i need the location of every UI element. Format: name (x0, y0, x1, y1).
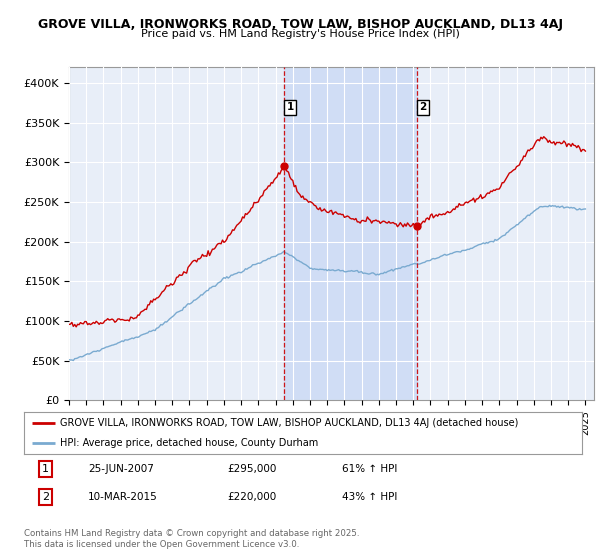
Text: Contains HM Land Registry data © Crown copyright and database right 2025.
This d: Contains HM Land Registry data © Crown c… (24, 529, 359, 549)
Text: 25-JUN-2007: 25-JUN-2007 (88, 464, 154, 474)
Text: £295,000: £295,000 (227, 464, 277, 474)
Text: 1: 1 (287, 102, 294, 112)
Text: 61% ↑ HPI: 61% ↑ HPI (342, 464, 397, 474)
Text: 1: 1 (42, 464, 49, 474)
Text: 2: 2 (419, 102, 427, 112)
Text: £220,000: £220,000 (227, 492, 277, 502)
Text: 2: 2 (41, 492, 49, 502)
Text: HPI: Average price, detached house, County Durham: HPI: Average price, detached house, Coun… (60, 438, 319, 448)
Text: GROVE VILLA, IRONWORKS ROAD, TOW LAW, BISHOP AUCKLAND, DL13 4AJ: GROVE VILLA, IRONWORKS ROAD, TOW LAW, BI… (37, 18, 563, 31)
Text: 43% ↑ HPI: 43% ↑ HPI (342, 492, 397, 502)
Text: 10-MAR-2015: 10-MAR-2015 (88, 492, 158, 502)
Text: Price paid vs. HM Land Registry's House Price Index (HPI): Price paid vs. HM Land Registry's House … (140, 29, 460, 39)
Bar (284, 67, 416, 400)
Text: GROVE VILLA, IRONWORKS ROAD, TOW LAW, BISHOP AUCKLAND, DL13 4AJ (detached house): GROVE VILLA, IRONWORKS ROAD, TOW LAW, BI… (60, 418, 518, 428)
